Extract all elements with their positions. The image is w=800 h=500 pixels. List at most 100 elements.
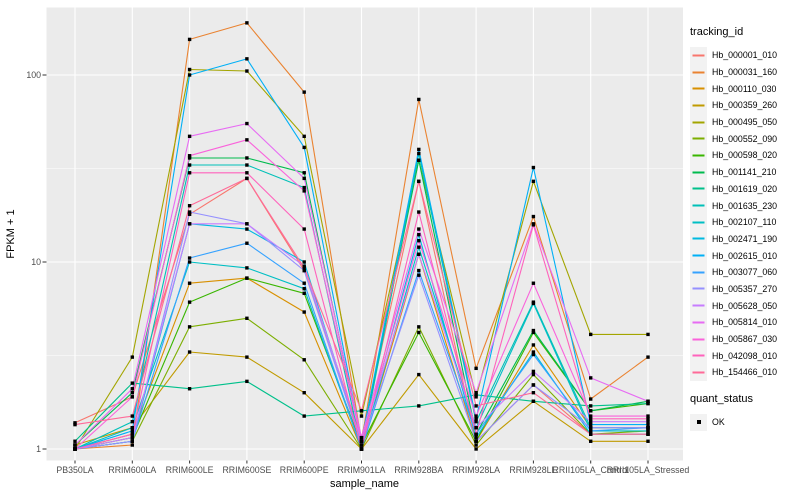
data-point-marker: [187, 212, 192, 216]
x-axis-tick-label: RRIM600PE: [279, 465, 329, 475]
data-point-marker: [302, 176, 306, 181]
data-point-marker: [646, 399, 650, 403]
data-point-marker: [187, 154, 192, 158]
data-point-marker: [187, 210, 192, 214]
data-point-marker: [531, 165, 536, 170]
series-color-line-icon: [690, 163, 707, 181]
data-point-marker: [245, 276, 249, 280]
data-point-marker: [245, 241, 249, 245]
data-point-marker: [130, 395, 134, 399]
data-point-marker: [245, 266, 249, 270]
data-point-marker: [474, 447, 478, 451]
legend-item: Hb_001141_210: [690, 163, 800, 181]
data-point-marker: [531, 369, 536, 374]
series-color-line-icon: [690, 247, 707, 265]
legend-item: Hb_002471_190: [690, 230, 800, 248]
data-point-marker: [646, 425, 650, 430]
legend-item-label: Hb_003077_060: [712, 267, 778, 278]
series-color-line-icon: [690, 263, 707, 281]
data-point-marker: [187, 37, 192, 42]
data-point-marker: [474, 366, 478, 371]
data-point-marker: [646, 419, 650, 424]
data-point-marker: [646, 417, 650, 421]
legend-item: Hb_000495_050: [690, 113, 800, 131]
data-point-marker: [302, 264, 306, 268]
legend-item: Hb_005628_050: [690, 297, 800, 315]
data-point-marker: [531, 350, 536, 354]
series-color-line-icon: [690, 180, 707, 198]
data-point-marker: [531, 330, 536, 335]
data-point-marker: [531, 399, 536, 403]
data-point-marker: [531, 383, 536, 387]
data-point-marker: [245, 227, 249, 231]
data-point-marker: [531, 281, 536, 285]
data-point-marker: [646, 432, 650, 436]
legend-item: Hb_042098_010: [690, 347, 800, 365]
data-point-marker: [187, 156, 192, 160]
data-point-marker: [531, 301, 536, 306]
series-color-line-icon: [690, 197, 707, 215]
x-axis-tick-label: PB350LA: [56, 465, 94, 475]
data-point-marker: [245, 69, 249, 73]
data-point-marker: [589, 397, 593, 401]
data-point-marker: [302, 391, 306, 395]
data-point-marker: [130, 381, 134, 385]
data-point-marker: [417, 227, 421, 231]
data-point-marker: [130, 387, 134, 391]
data-point-marker: [589, 422, 593, 427]
data-point-marker: [589, 429, 593, 433]
data-point-marker: [589, 419, 593, 424]
data-point-marker: [646, 332, 650, 337]
legend-item-label: Hb_002615_010: [712, 250, 778, 261]
data-point-marker: [417, 151, 421, 156]
data-point-marker: [589, 404, 593, 408]
y-axis-tick-label: 1: [36, 444, 41, 454]
data-point-marker: [245, 138, 249, 142]
data-point-marker: [531, 372, 536, 377]
legend-item-label: Hb_002471_190: [712, 233, 778, 244]
data-point-marker: [245, 176, 249, 181]
data-point-marker: [589, 425, 593, 430]
data-point-marker: [302, 291, 306, 296]
data-point-marker: [130, 429, 134, 433]
data-point-marker: [646, 401, 650, 406]
x-axis-tick-label: RRII105LA_Control: [552, 465, 629, 475]
data-point-marker: [245, 355, 249, 359]
data-point-marker: [73, 422, 77, 427]
data-point-marker: [130, 355, 134, 359]
data-point-marker: [417, 179, 421, 184]
legend-item: Hb_000110_030: [690, 80, 800, 98]
data-point-marker: [417, 273, 421, 277]
legend-item: Hb_000359_260: [690, 96, 800, 114]
data-point-marker: [130, 432, 134, 436]
data-point-marker: [474, 393, 478, 397]
x-axis-tick-label: RRIM600SE: [222, 465, 272, 475]
data-point-marker: [417, 210, 421, 214]
data-point-marker: [302, 268, 306, 273]
legend-item-label: Hb_042098_010: [712, 350, 778, 361]
data-point-marker: [417, 245, 421, 249]
data-point-marker: [417, 330, 421, 335]
data-point-marker: [474, 391, 478, 395]
legend-tracking-id-items: Hb_000001_010 Hb_000031_160 Hb_000110_030 H…: [690, 46, 800, 381]
data-point-marker: [589, 332, 593, 337]
data-point-marker: [245, 121, 249, 126]
legend-item-label: Hb_000110_030: [712, 83, 777, 94]
data-point-marker: [187, 260, 192, 264]
data-point-marker: [187, 204, 192, 208]
legend-quant-status: quant_status OK: [690, 393, 800, 431]
data-point-marker: [359, 443, 364, 447]
legend-item-label: Hb_001635_230: [712, 200, 778, 211]
series-color-line-icon: [690, 63, 707, 81]
data-point-marker: [73, 421, 77, 425]
data-point-marker: [302, 414, 306, 418]
legend-item-label: Hb_000359_260: [712, 100, 778, 111]
legend-item-label: Hb_154466_010: [712, 367, 778, 378]
data-point-marker: [302, 358, 306, 362]
series-color-line-icon: [690, 80, 707, 98]
data-point-marker: [531, 179, 536, 184]
legend-item: Hb_000598_020: [690, 146, 800, 164]
data-point-marker: [73, 447, 77, 451]
series-color-line-icon: [690, 113, 707, 131]
